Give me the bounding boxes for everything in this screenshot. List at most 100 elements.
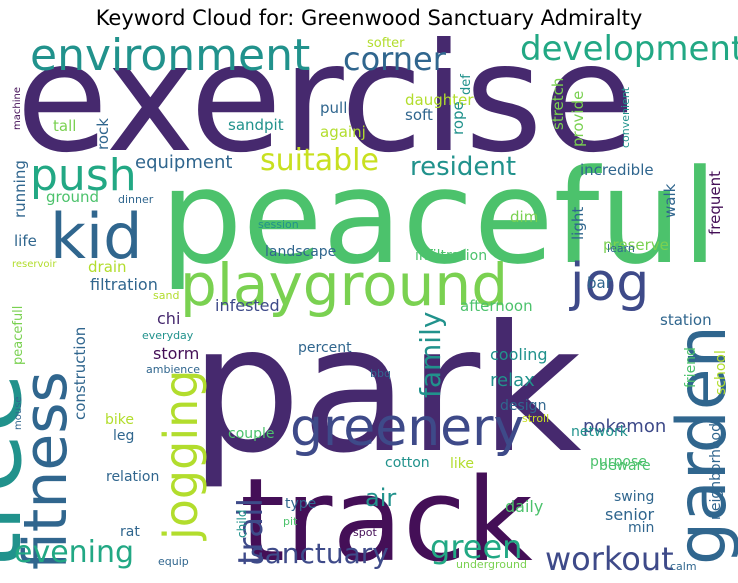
- word-friend: friend: [683, 347, 699, 388]
- word-stroll: stroll: [522, 412, 549, 425]
- word-stretch: stretch: [549, 78, 567, 130]
- word-softer: softer: [367, 36, 405, 51]
- word-green: green: [430, 528, 522, 566]
- word-pit: pit: [283, 515, 298, 528]
- word-dim: dim: [510, 208, 538, 226]
- word-trail: trail: [231, 498, 271, 565]
- word-relax: relax: [490, 370, 535, 391]
- word-calm: calm: [670, 560, 697, 573]
- word-daughter: daughter: [405, 91, 474, 109]
- word-rope: rope: [449, 101, 467, 135]
- word-running: running: [11, 160, 29, 218]
- word-reservoir: reservoir: [12, 259, 57, 270]
- chart-title: Keyword Cloud for: Greenwood Sanctuary A…: [95, 6, 643, 30]
- word-storm: storm: [153, 344, 199, 363]
- word-drain: drain: [88, 258, 127, 276]
- word-equip: equip: [158, 555, 189, 568]
- word-resident: resident: [410, 152, 516, 182]
- word-life: life: [14, 232, 37, 250]
- word-cooling: cooling: [490, 345, 548, 364]
- word-cotton: cotton: [385, 455, 430, 471]
- word-neighborhood: neighborhood: [708, 423, 724, 520]
- word-swing: swing: [614, 489, 654, 505]
- word-environment: environment: [30, 30, 310, 81]
- word-network: network: [571, 424, 629, 440]
- word-infested: infested: [215, 296, 280, 315]
- word-mouse: mouse: [13, 396, 24, 430]
- word-walk: walk: [661, 183, 679, 218]
- word-fitness: fitness: [11, 371, 81, 570]
- word-daily: daily: [505, 497, 543, 516]
- word-peacefull: peacefull: [11, 306, 26, 365]
- word-construction: construction: [71, 327, 89, 420]
- word-exercise: exercise: [16, 12, 635, 186]
- word-session: session: [258, 218, 299, 231]
- word-track: track: [240, 454, 533, 583]
- word-afternoon: afternoon: [460, 297, 533, 315]
- word-evening: evening: [14, 535, 134, 570]
- word-bar: bar: [587, 274, 613, 292]
- word-senior: senior: [605, 505, 655, 524]
- word-pokemon: pokemon: [583, 416, 666, 437]
- word-landscape: landscape: [265, 244, 336, 260]
- word-def: def: [459, 74, 474, 95]
- word-sand: sand: [153, 289, 179, 302]
- word-percent: percent: [298, 340, 352, 356]
- word-provide: provide: [569, 91, 587, 147]
- word-frequent: frequent: [706, 171, 724, 235]
- word-child: child: [235, 510, 249, 539]
- word-air: air: [365, 484, 396, 512]
- word-design: design: [500, 398, 546, 414]
- word-push: push: [30, 150, 137, 201]
- word-equipment: equipment: [135, 152, 232, 173]
- word-pull: pull: [320, 99, 347, 117]
- word-preserve: preserve: [603, 236, 669, 254]
- word-infiltration: infiltration: [415, 248, 487, 264]
- word-kid: kid: [50, 200, 143, 273]
- word-bike: bike: [105, 412, 134, 428]
- word-suitable: suitable: [260, 143, 379, 178]
- word-development: development: [520, 29, 738, 69]
- word-jogging: jogging: [154, 370, 208, 541]
- word-dinner: dinner: [118, 193, 154, 206]
- word-garden: garden: [663, 325, 738, 565]
- word-peaceful: peaceful: [160, 141, 718, 293]
- word-learn: learn: [607, 242, 635, 255]
- word-convenient: convenient: [619, 86, 632, 148]
- word-purpose: purpose: [590, 454, 647, 470]
- word-filtration: filtration: [90, 275, 158, 294]
- word-min: min: [628, 520, 654, 536]
- word-againj: againj: [320, 123, 366, 141]
- word-playground: playground: [180, 251, 508, 319]
- word-tree: tree: [0, 373, 44, 570]
- word-jog: jog: [569, 253, 649, 313]
- word-relation: relation: [106, 469, 159, 485]
- word-rock: rock: [94, 118, 112, 150]
- word-family: family: [414, 312, 447, 398]
- word-school: school: [713, 350, 729, 395]
- word-rat: rat: [120, 524, 140, 540]
- word-bbq: bbq: [370, 367, 391, 380]
- word-light: light: [569, 207, 587, 240]
- word-incredible: incredible: [580, 161, 654, 179]
- word-machine: machine: [12, 87, 23, 130]
- word-ground: ground: [46, 188, 99, 206]
- word-couple: couple: [228, 426, 275, 442]
- word-leg: leg: [113, 428, 134, 444]
- word-sandpit: sandpit: [228, 116, 284, 134]
- word-station: station: [660, 311, 712, 329]
- word-greenery: greenery: [290, 398, 524, 458]
- word-type: type: [285, 496, 316, 512]
- word-workout: workout: [545, 540, 674, 578]
- word-chi: chi: [157, 309, 180, 328]
- word-like: like: [450, 456, 474, 472]
- word-tall: tall: [53, 117, 76, 135]
- word-sanctuary: sanctuary: [250, 537, 389, 570]
- word-everyday: everyday: [142, 329, 194, 342]
- word-beware: beware: [599, 458, 651, 474]
- word-park: park: [190, 289, 582, 492]
- word-underground: underground: [456, 558, 527, 571]
- word-corner: corner: [343, 40, 447, 78]
- word-spot: spot: [353, 526, 377, 539]
